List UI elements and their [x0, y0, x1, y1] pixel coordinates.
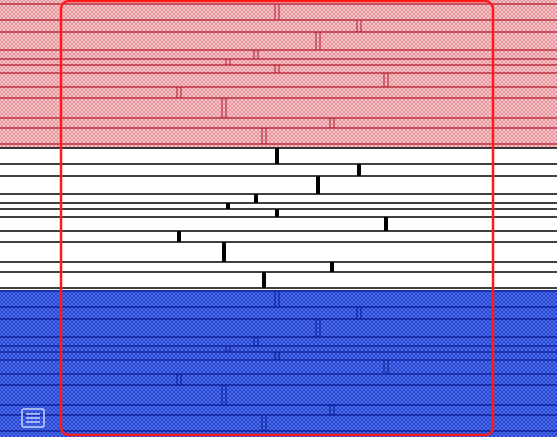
- row-marker: [221, 97, 227, 119]
- row-marker: [176, 86, 182, 99]
- menu-icon: [21, 408, 45, 428]
- row-marker: [356, 306, 362, 320]
- row-marker: [315, 318, 321, 338]
- row-marker: [221, 384, 227, 406]
- row-marker: [330, 262, 334, 272]
- row-marker: [329, 117, 335, 129]
- row-marker: [384, 217, 388, 231]
- menu-icon-frame: [21, 408, 45, 428]
- row-marker: [383, 359, 389, 375]
- row-marker: [177, 231, 181, 242]
- rows: [0, 3, 557, 432]
- middle-band: [0, 148, 557, 290]
- top-band: [0, 0, 557, 148]
- row-marker: [225, 345, 231, 353]
- row-marker: [274, 64, 280, 74]
- row-marker: [274, 351, 280, 361]
- row-marker: [383, 72, 389, 88]
- row-marker: [275, 148, 279, 164]
- row-marker: [261, 414, 267, 432]
- frame: [59, 0, 495, 437]
- row-marker: [329, 404, 335, 416]
- row-marker: [274, 3, 280, 21]
- row-marker: [315, 31, 321, 51]
- row-marker: [176, 373, 182, 386]
- row-marker: [275, 209, 279, 217]
- row-marker: [262, 272, 266, 288]
- row-marker: [225, 58, 231, 66]
- row-marker: [253, 49, 259, 60]
- row-marker: [261, 127, 267, 145]
- row-marker: [222, 242, 226, 262]
- row-marker: [253, 336, 259, 347]
- row-marker: [274, 290, 280, 308]
- bottom-band: [0, 290, 557, 437]
- row-marker: [357, 164, 361, 176]
- row-marker: [356, 19, 362, 33]
- row-marker: [316, 176, 320, 194]
- row-marker: [226, 203, 230, 209]
- row-marker: [254, 194, 258, 203]
